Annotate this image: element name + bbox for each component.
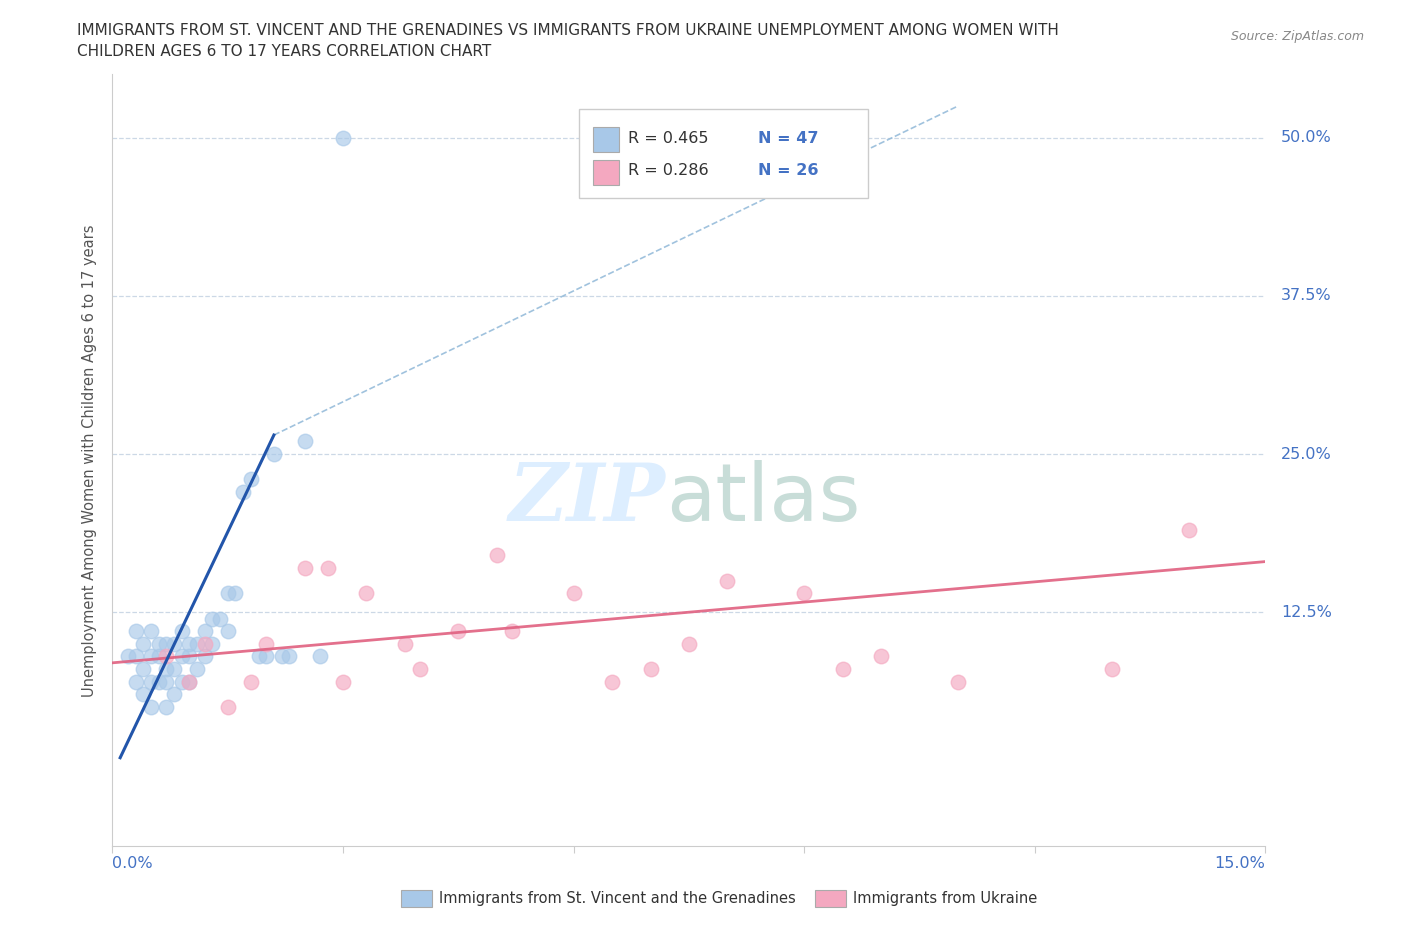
- Point: [155, 674, 177, 689]
- Point: [155, 662, 177, 677]
- Point: [254, 636, 277, 651]
- Text: IMMIGRANTS FROM ST. VINCENT AND THE GRENADINES VS IMMIGRANTS FROM UKRAINE UNEMPL: IMMIGRANTS FROM ST. VINCENT AND THE GREN…: [77, 23, 1059, 38]
- Point: [263, 446, 285, 461]
- Bar: [593, 126, 619, 152]
- Point: [139, 649, 162, 664]
- Point: [224, 586, 246, 601]
- Text: N = 26: N = 26: [758, 164, 818, 179]
- Point: [124, 674, 146, 689]
- Point: [485, 548, 508, 563]
- Point: [194, 636, 217, 651]
- Text: R = 0.286: R = 0.286: [628, 164, 709, 179]
- Point: [562, 586, 585, 601]
- Point: [201, 611, 224, 626]
- Point: [217, 586, 239, 601]
- Text: 37.5%: 37.5%: [1281, 288, 1331, 303]
- Point: [247, 649, 270, 664]
- Point: [678, 636, 700, 651]
- Point: [239, 472, 262, 486]
- Point: [1177, 523, 1199, 538]
- Point: [163, 636, 186, 651]
- Point: [394, 636, 416, 651]
- Text: 25.0%: 25.0%: [1281, 446, 1331, 461]
- Point: [793, 586, 815, 601]
- Point: [409, 662, 432, 677]
- Point: [232, 485, 254, 499]
- Point: [132, 662, 155, 677]
- Point: [600, 674, 623, 689]
- Point: [170, 624, 193, 639]
- Point: [217, 699, 239, 714]
- Point: [148, 649, 170, 664]
- Point: [148, 674, 170, 689]
- Point: [124, 624, 146, 639]
- Point: [831, 662, 853, 677]
- Point: [946, 674, 969, 689]
- Point: [201, 636, 224, 651]
- Text: ZIP: ZIP: [509, 460, 666, 538]
- Text: R = 0.465: R = 0.465: [628, 131, 709, 146]
- Point: [447, 624, 470, 639]
- Point: [179, 674, 201, 689]
- Point: [132, 636, 155, 651]
- Point: [316, 561, 339, 576]
- Text: Immigrants from Ukraine: Immigrants from Ukraine: [853, 891, 1038, 906]
- Text: Immigrants from St. Vincent and the Grenadines: Immigrants from St. Vincent and the Gren…: [439, 891, 796, 906]
- Point: [332, 130, 354, 145]
- Point: [194, 624, 217, 639]
- Point: [170, 649, 193, 664]
- Point: [239, 674, 262, 689]
- Point: [132, 687, 155, 702]
- Point: [179, 649, 201, 664]
- Point: [186, 636, 208, 651]
- FancyBboxPatch shape: [579, 109, 868, 198]
- Bar: [593, 160, 619, 185]
- Point: [294, 561, 316, 576]
- Text: Source: ZipAtlas.com: Source: ZipAtlas.com: [1230, 30, 1364, 43]
- Point: [640, 662, 662, 677]
- Point: [179, 674, 201, 689]
- Point: [139, 699, 162, 714]
- Point: [186, 662, 208, 677]
- Point: [194, 649, 217, 664]
- Point: [270, 649, 292, 664]
- Point: [217, 624, 239, 639]
- Point: [254, 649, 277, 664]
- Text: N = 47: N = 47: [758, 131, 818, 146]
- Text: 0.0%: 0.0%: [112, 857, 153, 871]
- Point: [294, 434, 316, 449]
- Point: [117, 649, 139, 664]
- Point: [139, 624, 162, 639]
- Point: [716, 573, 738, 588]
- Y-axis label: Unemployment Among Women with Children Ages 6 to 17 years: Unemployment Among Women with Children A…: [82, 224, 97, 697]
- Text: atlas: atlas: [666, 460, 860, 538]
- Point: [148, 636, 170, 651]
- Text: CHILDREN AGES 6 TO 17 YEARS CORRELATION CHART: CHILDREN AGES 6 TO 17 YEARS CORRELATION …: [77, 44, 492, 59]
- Point: [155, 649, 177, 664]
- Point: [1101, 662, 1123, 677]
- Point: [309, 649, 332, 664]
- Text: 50.0%: 50.0%: [1281, 130, 1331, 145]
- Point: [501, 624, 523, 639]
- Point: [354, 586, 377, 601]
- Point: [278, 649, 301, 664]
- Point: [179, 636, 201, 651]
- Text: 15.0%: 15.0%: [1215, 857, 1265, 871]
- Point: [155, 636, 177, 651]
- Point: [870, 649, 893, 664]
- Point: [124, 649, 146, 664]
- Point: [139, 674, 162, 689]
- Point: [163, 687, 186, 702]
- Point: [209, 611, 232, 626]
- Point: [155, 699, 177, 714]
- Text: 12.5%: 12.5%: [1281, 604, 1331, 619]
- Point: [332, 674, 354, 689]
- Point: [163, 662, 186, 677]
- Point: [170, 674, 193, 689]
